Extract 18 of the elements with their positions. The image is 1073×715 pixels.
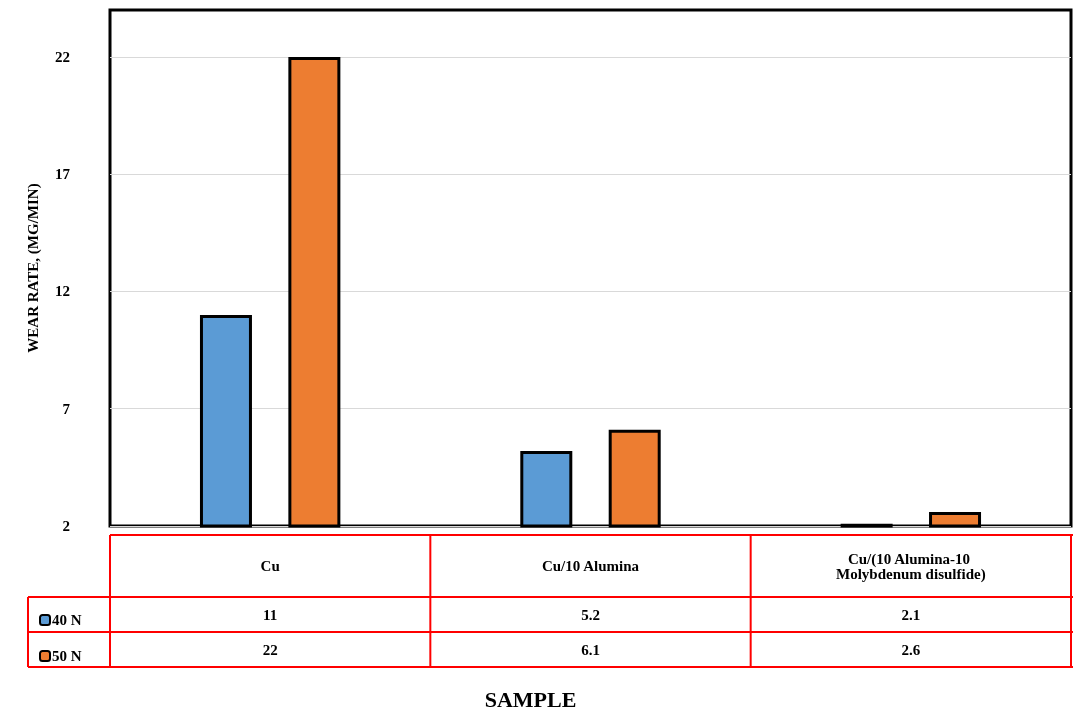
x-tick-label: Cu/(10 Alumina-10 Molybdenum disulfide) bbox=[836, 550, 986, 583]
y-tick-label: 22 bbox=[55, 48, 70, 65]
data-label: 11 bbox=[263, 606, 278, 623]
y-axis-title: WEAR RATE, (MG/MIN) bbox=[24, 183, 42, 353]
y-tick-label: 17 bbox=[55, 166, 71, 183]
legend-label: 40 N bbox=[52, 612, 82, 628]
x-axis-title: SAMPLE bbox=[484, 686, 577, 712]
data-label: 22 bbox=[262, 641, 278, 658]
legend-label: 50 N bbox=[52, 648, 82, 664]
data-label: 6.1 bbox=[581, 641, 600, 658]
x-tick-label: Cu bbox=[260, 558, 280, 574]
y-tick-label: 7 bbox=[62, 400, 71, 417]
data-label: 2.6 bbox=[901, 641, 921, 658]
data-label: 2.1 bbox=[901, 606, 921, 623]
data-label: 5.2 bbox=[581, 606, 600, 623]
y-tick-label: 2 bbox=[62, 518, 70, 534]
y-tick-label: 12 bbox=[55, 283, 70, 300]
x-tick-label: Cu/10 Alumina bbox=[541, 558, 640, 574]
